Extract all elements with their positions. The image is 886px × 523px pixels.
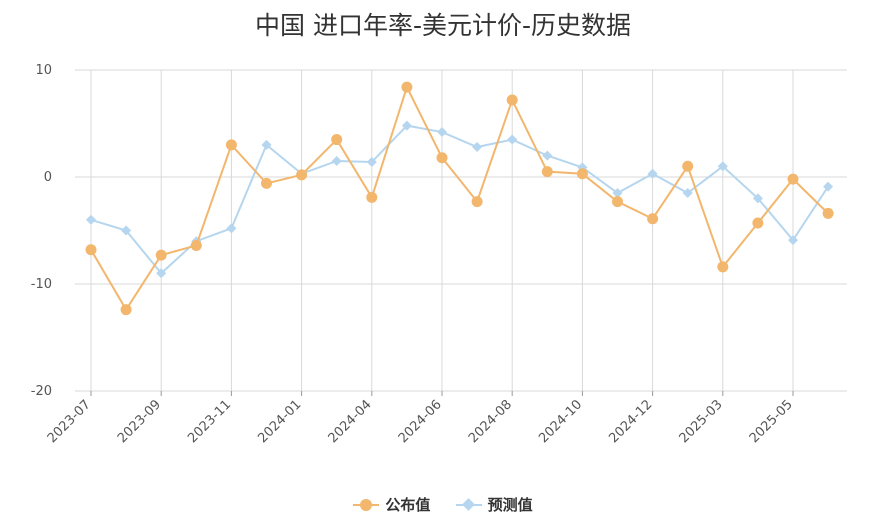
data-point-actual[interactable] bbox=[787, 173, 799, 185]
data-point-forecast[interactable] bbox=[507, 134, 518, 145]
data-point-forecast[interactable] bbox=[366, 157, 377, 168]
data-point-actual[interactable] bbox=[612, 196, 623, 208]
chart-title: 中国 进口年率-美元计价-历史数据 bbox=[255, 11, 631, 40]
x-tick-label: 2024-01 bbox=[255, 397, 304, 446]
y-tick-label: -20 bbox=[31, 384, 52, 399]
data-point-actual[interactable] bbox=[225, 139, 237, 151]
legend-label-actual: 公布值 bbox=[385, 496, 431, 514]
legend-forecast-swatch bbox=[455, 497, 482, 512]
data-point-actual[interactable] bbox=[296, 169, 308, 181]
data-point-forecast[interactable] bbox=[752, 193, 763, 204]
data-point-forecast[interactable] bbox=[331, 155, 342, 166]
data-point-forecast[interactable] bbox=[401, 120, 412, 131]
data-point-forecast[interactable] bbox=[86, 214, 96, 225]
grid bbox=[75, 69, 847, 392]
x-tick-label: 2024-06 bbox=[396, 397, 445, 446]
data-point-actual[interactable] bbox=[471, 196, 483, 208]
x-axis: 2023-07 2023-09 2023-11 2024-01 2024-04 2024-… bbox=[45, 391, 796, 446]
data-point-actual[interactable] bbox=[120, 304, 132, 316]
data-point-actual[interactable] bbox=[85, 244, 97, 256]
x-tick-label: 2025-03 bbox=[677, 397, 726, 446]
data-point-forecast[interactable] bbox=[121, 225, 132, 236]
data-point-actual[interactable] bbox=[261, 177, 272, 189]
data-point-actual[interactable] bbox=[190, 239, 202, 251]
data-point-forecast[interactable] bbox=[612, 188, 623, 199]
x-tick-label: 2024-10 bbox=[536, 397, 585, 446]
data-point-forecast[interactable] bbox=[823, 181, 834, 192]
x-tick-label: 2024-08 bbox=[466, 397, 515, 446]
x-tick-label: 2024-12 bbox=[606, 397, 655, 446]
data-point-forecast[interactable] bbox=[542, 150, 553, 161]
data-point-actual[interactable] bbox=[541, 166, 553, 178]
legend: 公布值 预测值 bbox=[0, 494, 886, 516]
data-point-forecast[interactable] bbox=[788, 235, 798, 246]
y-tick-label: 10 bbox=[35, 63, 52, 78]
data-point-actual[interactable] bbox=[331, 134, 343, 146]
data-point-forecast[interactable] bbox=[156, 268, 167, 279]
x-tick-label: 2023-09 bbox=[115, 397, 164, 446]
data-point-actual[interactable] bbox=[682, 160, 694, 172]
data-point-forecast[interactable] bbox=[261, 139, 272, 150]
data-point-forecast[interactable] bbox=[682, 188, 693, 199]
data-point-forecast[interactable] bbox=[472, 142, 483, 153]
x-tick-label: 2023-11 bbox=[185, 397, 234, 446]
data-point-actual[interactable] bbox=[576, 168, 588, 180]
data-point-forecast[interactable] bbox=[437, 127, 447, 138]
data-point-forecast[interactable] bbox=[717, 161, 728, 172]
data-point-actual[interactable] bbox=[401, 81, 413, 93]
data-point-actual[interactable] bbox=[822, 207, 834, 219]
y-axis: 10 0 -10 -20 bbox=[31, 63, 52, 399]
legend-actual-swatch bbox=[353, 498, 380, 512]
data-point-actual[interactable] bbox=[506, 94, 518, 106]
x-tick-label: 2025-05 bbox=[747, 397, 796, 446]
data-point-actual[interactable] bbox=[647, 213, 659, 225]
x-tick-label: 2023-07 bbox=[45, 397, 94, 446]
data-point-actual[interactable] bbox=[752, 217, 764, 229]
legend-item-actual[interactable]: 公布值 bbox=[353, 494, 430, 515]
data-point-actual[interactable] bbox=[366, 191, 378, 203]
series bbox=[85, 81, 834, 316]
data-point-actual[interactable] bbox=[436, 152, 448, 164]
data-point-actual[interactable] bbox=[155, 249, 167, 261]
data-point-forecast[interactable] bbox=[647, 168, 658, 179]
legend-label-forecast: 预测值 bbox=[487, 496, 533, 514]
legend-item-forecast[interactable]: 预测值 bbox=[455, 494, 533, 515]
data-point-forecast[interactable] bbox=[226, 223, 237, 234]
series-line-forecast bbox=[90, 124, 829, 275]
series-line-actual bbox=[90, 84, 829, 312]
x-tick-label: 2024-04 bbox=[326, 397, 375, 446]
y-tick-label: 0 bbox=[44, 170, 52, 185]
data-point-actual[interactable] bbox=[717, 261, 729, 273]
y-tick-label: -10 bbox=[31, 277, 52, 292]
